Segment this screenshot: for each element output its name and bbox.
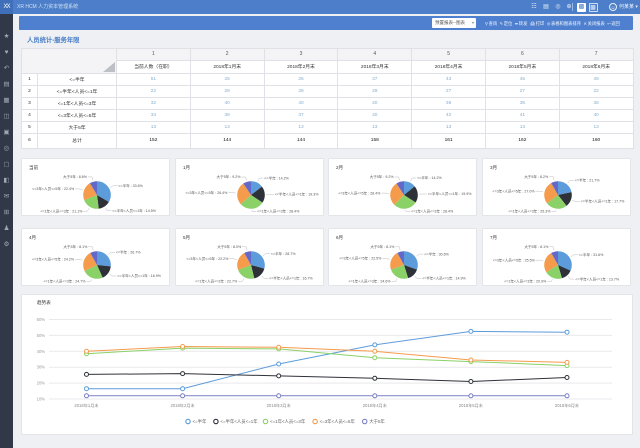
- svg-text:<=半年 : 14.2%: <=半年 : 14.2%: [264, 175, 289, 180]
- svg-text:大于5年 : 8.2%: 大于5年 : 8.2%: [524, 174, 549, 179]
- svg-text:4月: 4月: [29, 235, 36, 241]
- svg-text:2018年5月末: 2018年5月末: [459, 402, 484, 409]
- svg-text:6月: 6月: [336, 235, 343, 241]
- svg-text:趋势表: 趋势表: [37, 299, 51, 306]
- svg-text:7月: 7月: [490, 235, 497, 241]
- svg-text:1月: 1月: [183, 165, 190, 171]
- svg-text:<=半年<人员<=1年 : 14.9%: <=半年<人员<=1年 : 14.9%: [422, 276, 466, 281]
- svg-text:大于5年 : 8.1%: 大于5年 : 8.1%: [63, 244, 88, 249]
- svg-text:<=1年<人员<=3年 : 20.9%: <=1年<人员<=3年 : 20.9%: [504, 279, 547, 284]
- svg-text:<=3年<人员<=5年 : 22.4%: <=3年<人员<=5年 : 22.4%: [32, 186, 75, 191]
- svg-text:大于5年: 大于5年: [369, 418, 385, 425]
- svg-text:<=半年 : 31.6%: <=半年 : 31.6%: [578, 252, 603, 257]
- svg-text:<=1年<人员<=3年 : 28.4%: <=1年<人员<=3年 : 28.4%: [257, 209, 300, 214]
- svg-text:<=半年 : 33.6%: <=半年 : 33.6%: [118, 183, 143, 188]
- svg-text:<=半年 : 26.7%: <=半年 : 26.7%: [116, 250, 141, 255]
- svg-text:<=3年<人员<=5年 : 25.5%: <=3年<人员<=5年 : 25.5%: [492, 257, 535, 262]
- svg-text:<=半年<人员<=1年 : 16.7%: <=半年<人员<=1年 : 16.7%: [269, 276, 313, 281]
- svg-text:<=半年<人员<=1年 : 16.9%: <=半年<人员<=1年 : 16.9%: [117, 273, 161, 278]
- svg-text:<=3年<人员<=5年 : 28.4%: <=3年<人员<=5年 : 28.4%: [338, 190, 381, 195]
- svg-text:<=半年: <=半年: [193, 418, 208, 425]
- svg-text:<=3年<人员<=5年 : 24.2%: <=3年<人员<=5年 : 24.2%: [32, 257, 75, 262]
- svg-text:<=3年<人员<=5年 : 27.0%: <=3年<人员<=5年 : 27.0%: [492, 188, 535, 193]
- svg-text:50%: 50%: [37, 333, 46, 338]
- svg-text:<=半年<人员<=1年 : 13.7%: <=半年<人员<=1年 : 13.7%: [575, 276, 619, 281]
- svg-text:大于5年 : 9.2%: 大于5年 : 9.2%: [216, 174, 241, 179]
- svg-text:<=3年<人员<=5年 : 22.2%: <=3年<人员<=5年 : 22.2%: [186, 256, 229, 261]
- svg-text:2018年1月末: 2018年1月末: [74, 402, 99, 409]
- svg-text:2018年6月末: 2018年6月末: [555, 402, 580, 409]
- svg-text:30%: 30%: [37, 365, 46, 370]
- svg-text:<=1年<人员<=3年: <=1年<人员<=3年: [270, 418, 306, 425]
- svg-text:大于5年 : 8.6%: 大于5年 : 8.6%: [63, 174, 88, 179]
- svg-text:<=1年<人员<=3年 : 22.7%: <=1年<人员<=3年 : 22.7%: [195, 279, 238, 284]
- svg-text:<=1年<人员<=3年 : 24.6%: <=1年<人员<=3年 : 24.6%: [349, 279, 392, 284]
- svg-text:大于5年 : 8.0%: 大于5年 : 8.0%: [217, 244, 242, 249]
- svg-text:<=半年 : 21.7%: <=半年 : 21.7%: [574, 178, 599, 183]
- svg-text:<=3年<人员<=5年: <=3年<人员<=5年: [320, 418, 356, 425]
- svg-text:<=3年<人员<=5年 : 22.5%: <=3年<人员<=5年 : 22.5%: [339, 256, 382, 261]
- svg-text:<=1年<人员<=3年 : 21.1%: <=1年<人员<=3年 : 21.1%: [40, 208, 83, 213]
- svg-text:2018年3月末: 2018年3月末: [267, 402, 292, 409]
- svg-text:2018年2月末: 2018年2月末: [170, 402, 195, 409]
- svg-text:当前: 当前: [29, 164, 39, 171]
- svg-text:2月: 2月: [336, 165, 343, 171]
- svg-text:<=半年<人员<=1年 : 14.5%: <=半年<人员<=1年 : 14.5%: [112, 208, 156, 213]
- svg-text:<=1年<人员<=3年 : 24.7%: <=1年<人员<=3年 : 24.7%: [43, 279, 86, 284]
- svg-text:<=半年<人员<=1年 : 19.3%: <=半年<人员<=1年 : 19.3%: [274, 192, 318, 197]
- svg-text:<=1年<人员<=3年 : 25.3%: <=1年<人员<=3年 : 25.3%: [508, 209, 551, 214]
- svg-text:20%: 20%: [37, 381, 46, 386]
- svg-text:10%: 10%: [37, 397, 46, 402]
- svg-text:大于5年 : 8.1%: 大于5年 : 8.1%: [524, 244, 549, 249]
- svg-text:<=3年<人员<=5年 : 26.4%: <=3年<人员<=5年 : 26.4%: [185, 190, 228, 195]
- svg-text:<=半年 : 14.2%: <=半年 : 14.2%: [417, 175, 442, 180]
- svg-text:<=半年 : 28.7%: <=半年 : 28.7%: [270, 251, 295, 256]
- svg-text:<=半年<人员<=1年 : 17.7%: <=半年<人员<=1年 : 17.7%: [580, 199, 624, 204]
- svg-text:2018年4月末: 2018年4月末: [363, 402, 388, 409]
- svg-text:40%: 40%: [37, 349, 46, 354]
- svg-text:60%: 60%: [37, 317, 46, 322]
- svg-text:<=半年 : 30.6%: <=半年 : 30.6%: [424, 251, 449, 256]
- svg-text:3月: 3月: [490, 165, 497, 171]
- svg-text:<=1年<人员<=3年 : 28.4%: <=1年<人员<=3年 : 28.4%: [411, 209, 454, 214]
- svg-text:大于5年 : 9.2%: 大于5年 : 9.2%: [370, 174, 395, 179]
- svg-text:<=半年<人员<=1年: <=半年<人员<=1年: [220, 418, 258, 425]
- svg-text:大于5年 : 8.1%: 大于5年 : 8.1%: [370, 244, 395, 249]
- svg-text:<=半年<人员<=1年 : 19.9%: <=半年<人员<=1年 : 19.9%: [428, 191, 472, 196]
- svg-text:5月: 5月: [183, 235, 190, 241]
